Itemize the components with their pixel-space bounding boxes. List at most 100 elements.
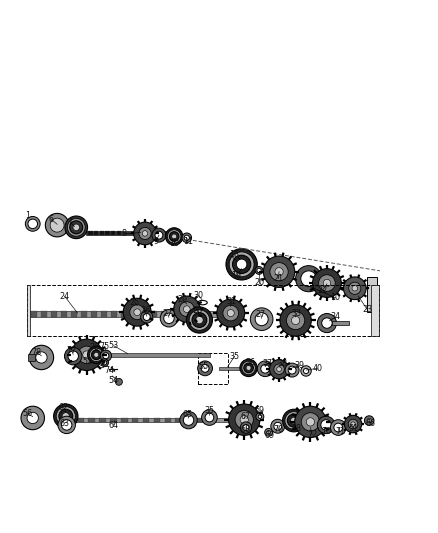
Circle shape: [70, 221, 83, 234]
Circle shape: [160, 310, 178, 327]
Bar: [191, 311, 197, 317]
Circle shape: [152, 228, 166, 242]
Bar: [176, 417, 182, 422]
Circle shape: [100, 350, 112, 361]
Circle shape: [142, 231, 148, 236]
Circle shape: [271, 419, 285, 433]
Circle shape: [102, 360, 107, 365]
Circle shape: [246, 366, 251, 370]
Text: 6: 6: [49, 215, 54, 224]
Circle shape: [186, 307, 212, 333]
Circle shape: [28, 219, 38, 229]
Text: 18: 18: [229, 250, 239, 259]
Text: 28: 28: [192, 305, 202, 314]
Text: 38: 38: [278, 359, 287, 368]
Text: 56: 56: [22, 409, 32, 418]
Circle shape: [306, 418, 314, 426]
Circle shape: [296, 265, 322, 292]
Bar: [27, 285, 30, 336]
Circle shape: [283, 409, 305, 432]
Circle shape: [255, 266, 263, 274]
Circle shape: [226, 249, 257, 280]
Text: 75: 75: [100, 342, 110, 351]
Circle shape: [201, 410, 217, 425]
Bar: [371, 285, 379, 336]
Circle shape: [330, 419, 346, 435]
Text: 10: 10: [170, 239, 180, 248]
Circle shape: [174, 296, 200, 322]
Circle shape: [134, 309, 141, 316]
Circle shape: [244, 363, 253, 373]
Circle shape: [155, 231, 163, 239]
Bar: [51, 311, 57, 317]
Bar: [66, 417, 236, 422]
Text: 7: 7: [67, 217, 73, 227]
Circle shape: [53, 404, 78, 429]
Circle shape: [170, 232, 179, 241]
Text: 77: 77: [67, 346, 77, 356]
Text: 63: 63: [60, 419, 70, 427]
Bar: [88, 231, 93, 235]
Text: 78: 78: [31, 348, 41, 357]
Circle shape: [182, 233, 191, 243]
Bar: [78, 417, 84, 422]
Bar: [332, 321, 349, 325]
Text: 69: 69: [255, 407, 265, 416]
Circle shape: [64, 348, 82, 365]
Circle shape: [46, 213, 69, 237]
Bar: [106, 231, 110, 235]
Bar: [181, 311, 187, 317]
Bar: [186, 417, 193, 422]
Bar: [117, 231, 121, 235]
Text: 27: 27: [162, 309, 173, 318]
Circle shape: [240, 359, 257, 377]
Text: 26: 26: [140, 306, 150, 316]
Circle shape: [65, 216, 88, 239]
Text: 65: 65: [183, 410, 193, 419]
Text: 22: 22: [318, 286, 328, 295]
Circle shape: [313, 269, 341, 297]
Text: 66: 66: [365, 419, 375, 427]
Circle shape: [364, 416, 374, 425]
Circle shape: [285, 411, 303, 430]
Circle shape: [237, 259, 247, 270]
Text: 35: 35: [204, 407, 214, 416]
Circle shape: [274, 422, 282, 430]
Circle shape: [258, 415, 261, 418]
Text: 67: 67: [240, 412, 250, 421]
Circle shape: [101, 359, 109, 367]
Circle shape: [88, 346, 105, 364]
Circle shape: [240, 416, 248, 424]
Circle shape: [237, 260, 246, 269]
Circle shape: [322, 318, 332, 328]
Bar: [27, 285, 379, 336]
Bar: [91, 311, 97, 317]
Circle shape: [301, 271, 317, 287]
Text: 51: 51: [349, 424, 359, 433]
Circle shape: [243, 424, 249, 431]
Text: 1: 1: [25, 211, 30, 220]
Text: 9: 9: [153, 237, 159, 246]
Circle shape: [50, 218, 64, 232]
Circle shape: [263, 256, 295, 287]
Text: 37: 37: [263, 359, 273, 368]
Text: 31: 31: [226, 297, 236, 306]
Bar: [28, 354, 35, 360]
Circle shape: [235, 410, 253, 429]
Text: 68: 68: [241, 425, 251, 434]
Bar: [41, 311, 47, 317]
Circle shape: [29, 345, 53, 370]
Bar: [121, 311, 127, 317]
Circle shape: [164, 313, 174, 324]
Bar: [121, 417, 127, 422]
Circle shape: [261, 365, 269, 373]
Circle shape: [318, 416, 335, 434]
Bar: [71, 311, 77, 317]
Text: 73: 73: [95, 361, 106, 370]
Circle shape: [134, 222, 156, 245]
Circle shape: [196, 316, 203, 324]
Bar: [31, 311, 37, 317]
Circle shape: [286, 311, 305, 329]
Text: 33: 33: [291, 309, 301, 318]
Circle shape: [270, 263, 288, 281]
